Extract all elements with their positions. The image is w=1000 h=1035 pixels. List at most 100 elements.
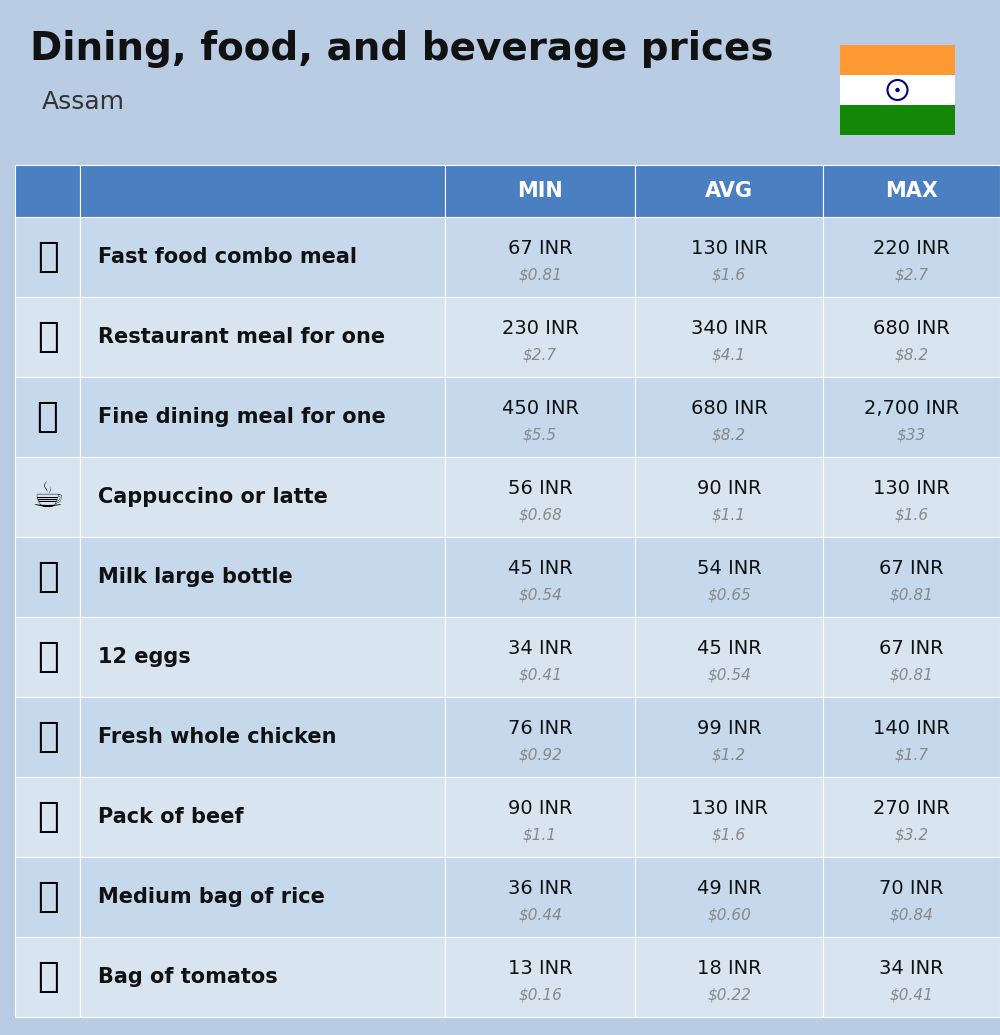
Text: $0.41: $0.41 <box>890 987 933 1002</box>
Text: $8.2: $8.2 <box>894 347 929 362</box>
Bar <box>15 617 80 697</box>
Bar <box>823 457 1000 537</box>
Bar <box>80 165 445 217</box>
Bar <box>823 537 1000 617</box>
Text: $0.22: $0.22 <box>707 987 751 1002</box>
Text: 90 INR: 90 INR <box>697 479 761 499</box>
Text: $1.6: $1.6 <box>894 507 929 522</box>
Bar <box>445 937 635 1017</box>
Text: ☕: ☕ <box>31 480 64 514</box>
Text: 450 INR: 450 INR <box>502 400 578 418</box>
Bar <box>635 857 823 937</box>
Text: 🍋: 🍋 <box>37 880 58 914</box>
Text: $5.5: $5.5 <box>523 427 557 442</box>
Bar <box>15 937 80 1017</box>
Text: $1.1: $1.1 <box>523 827 557 842</box>
Text: 130 INR: 130 INR <box>873 479 950 499</box>
Bar <box>15 377 80 457</box>
Text: 130 INR: 130 INR <box>691 239 767 259</box>
Text: $0.54: $0.54 <box>518 587 562 602</box>
Text: Fine dining meal for one: Fine dining meal for one <box>98 407 386 427</box>
Bar <box>823 217 1000 297</box>
Text: $0.68: $0.68 <box>518 507 562 522</box>
Bar <box>80 377 445 457</box>
Bar <box>823 297 1000 377</box>
Bar <box>445 537 635 617</box>
Bar <box>445 857 635 937</box>
Text: Cappuccino or latte: Cappuccino or latte <box>98 487 328 507</box>
Circle shape <box>896 89 899 91</box>
Text: 12 eggs: 12 eggs <box>98 647 191 667</box>
Text: $2.7: $2.7 <box>523 347 557 362</box>
Bar <box>445 377 635 457</box>
Text: 49 INR: 49 INR <box>697 880 761 898</box>
Text: Fast food combo meal: Fast food combo meal <box>98 247 357 267</box>
Bar <box>80 217 445 297</box>
Text: 99 INR: 99 INR <box>697 719 761 739</box>
Bar <box>823 937 1000 1017</box>
Bar <box>823 857 1000 937</box>
Text: 🍗: 🍗 <box>37 720 58 755</box>
Text: 140 INR: 140 INR <box>873 719 950 739</box>
Text: $4.1: $4.1 <box>712 347 746 362</box>
Bar <box>80 457 445 537</box>
Bar <box>635 617 823 697</box>
Bar <box>445 617 635 697</box>
Text: $0.44: $0.44 <box>518 907 562 922</box>
Text: Assam: Assam <box>42 90 125 114</box>
Text: 70 INR: 70 INR <box>879 880 944 898</box>
Text: $0.92: $0.92 <box>518 747 562 762</box>
Text: MAX: MAX <box>885 181 938 201</box>
Text: 54 INR: 54 INR <box>697 560 761 579</box>
Bar <box>80 937 445 1017</box>
Text: $0.84: $0.84 <box>890 907 933 922</box>
Text: 270 INR: 270 INR <box>873 799 950 819</box>
Bar <box>80 857 445 937</box>
Text: 67 INR: 67 INR <box>508 239 572 259</box>
Bar <box>15 457 80 537</box>
Text: 34 INR: 34 INR <box>508 640 572 658</box>
Text: 34 INR: 34 INR <box>879 959 944 978</box>
Text: 45 INR: 45 INR <box>508 560 572 579</box>
Text: $0.81: $0.81 <box>890 668 933 682</box>
Text: 340 INR: 340 INR <box>691 320 767 338</box>
Text: 45 INR: 45 INR <box>697 640 761 658</box>
Text: 230 INR: 230 INR <box>502 320 578 338</box>
Bar <box>445 777 635 857</box>
Text: $3.2: $3.2 <box>894 827 929 842</box>
Bar <box>635 537 823 617</box>
Bar <box>823 377 1000 457</box>
Text: AVG: AVG <box>705 181 753 201</box>
Bar <box>445 457 635 537</box>
Bar <box>635 697 823 777</box>
Text: 220 INR: 220 INR <box>873 239 950 259</box>
Text: 36 INR: 36 INR <box>508 880 572 898</box>
Text: Pack of beef: Pack of beef <box>98 807 244 827</box>
Bar <box>15 697 80 777</box>
Bar <box>635 457 823 537</box>
Text: Milk large bottle: Milk large bottle <box>98 567 293 587</box>
Bar <box>80 297 445 377</box>
Text: $0.81: $0.81 <box>518 267 562 283</box>
Text: 67 INR: 67 INR <box>879 560 944 579</box>
Text: 🥩: 🥩 <box>37 800 58 834</box>
Text: 76 INR: 76 INR <box>508 719 572 739</box>
Text: 130 INR: 130 INR <box>691 799 767 819</box>
Text: $2.7: $2.7 <box>894 267 929 283</box>
Text: 680 INR: 680 INR <box>873 320 950 338</box>
Text: 67 INR: 67 INR <box>879 640 944 658</box>
Bar <box>0 0 1000 165</box>
Bar <box>635 377 823 457</box>
Text: $0.65: $0.65 <box>707 587 751 602</box>
Text: 56 INR: 56 INR <box>508 479 572 499</box>
Bar <box>15 857 80 937</box>
Text: $1.2: $1.2 <box>712 747 746 762</box>
Text: Medium bag of rice: Medium bag of rice <box>98 887 325 907</box>
Text: 2,700 INR: 2,700 INR <box>864 400 959 418</box>
Bar <box>823 777 1000 857</box>
Bar <box>15 217 80 297</box>
Bar <box>15 165 80 217</box>
Bar <box>80 777 445 857</box>
Text: 🥛: 🥛 <box>37 560 58 594</box>
Text: $1.6: $1.6 <box>712 267 746 283</box>
